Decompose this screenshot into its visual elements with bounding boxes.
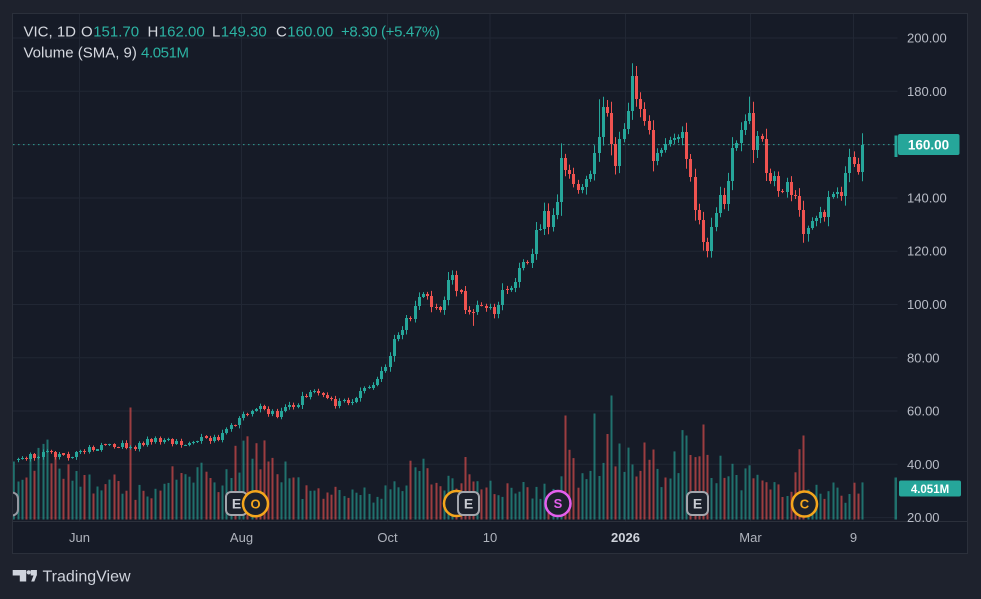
- svg-text:9: 9: [850, 530, 857, 545]
- svg-text:180.00: 180.00: [907, 84, 947, 99]
- svg-text:40.00: 40.00: [907, 457, 940, 472]
- svg-text:Volume (SMA, 9): Volume (SMA, 9): [24, 45, 137, 62]
- svg-text:149.30: 149.30: [221, 24, 267, 41]
- svg-text:TradingView: TradingView: [43, 569, 131, 586]
- svg-text:E: E: [693, 496, 702, 512]
- svg-text:100.00: 100.00: [907, 297, 947, 312]
- svg-text:O: O: [250, 496, 260, 511]
- svg-text:20.00: 20.00: [907, 510, 940, 525]
- svg-text:10: 10: [483, 530, 497, 545]
- svg-text:C: C: [800, 497, 810, 512]
- svg-text:O: O: [81, 24, 93, 41]
- svg-text:Oct: Oct: [377, 530, 398, 545]
- svg-text:Mar: Mar: [739, 530, 762, 545]
- svg-text:Jun: Jun: [69, 530, 90, 545]
- svg-text:120.00: 120.00: [907, 244, 947, 259]
- svg-text:E: E: [464, 496, 473, 512]
- svg-text:80.00: 80.00: [907, 350, 940, 365]
- svg-text:2026: 2026: [611, 530, 640, 545]
- svg-text:+8.30 (+5.47%): +8.30 (+5.47%): [341, 24, 440, 41]
- svg-text:VIC, 1D: VIC, 1D: [24, 24, 77, 41]
- svg-text:S: S: [554, 496, 563, 511]
- svg-text:140.00: 140.00: [907, 191, 947, 206]
- svg-text:Aug: Aug: [230, 530, 253, 545]
- svg-text:160.00: 160.00: [287, 24, 333, 41]
- svg-text:C: C: [276, 24, 287, 41]
- svg-text:4.051M: 4.051M: [141, 45, 189, 62]
- svg-text:E: E: [232, 496, 241, 512]
- svg-text:160.00: 160.00: [908, 138, 949, 153]
- svg-text:200.00: 200.00: [907, 31, 947, 46]
- svg-text:60.00: 60.00: [907, 404, 940, 419]
- svg-text:162.00: 162.00: [159, 24, 205, 41]
- svg-text:4.051M: 4.051M: [911, 484, 949, 496]
- svg-text:L: L: [212, 24, 220, 41]
- svg-text:151.70: 151.70: [93, 24, 139, 41]
- svg-text:H: H: [148, 24, 159, 41]
